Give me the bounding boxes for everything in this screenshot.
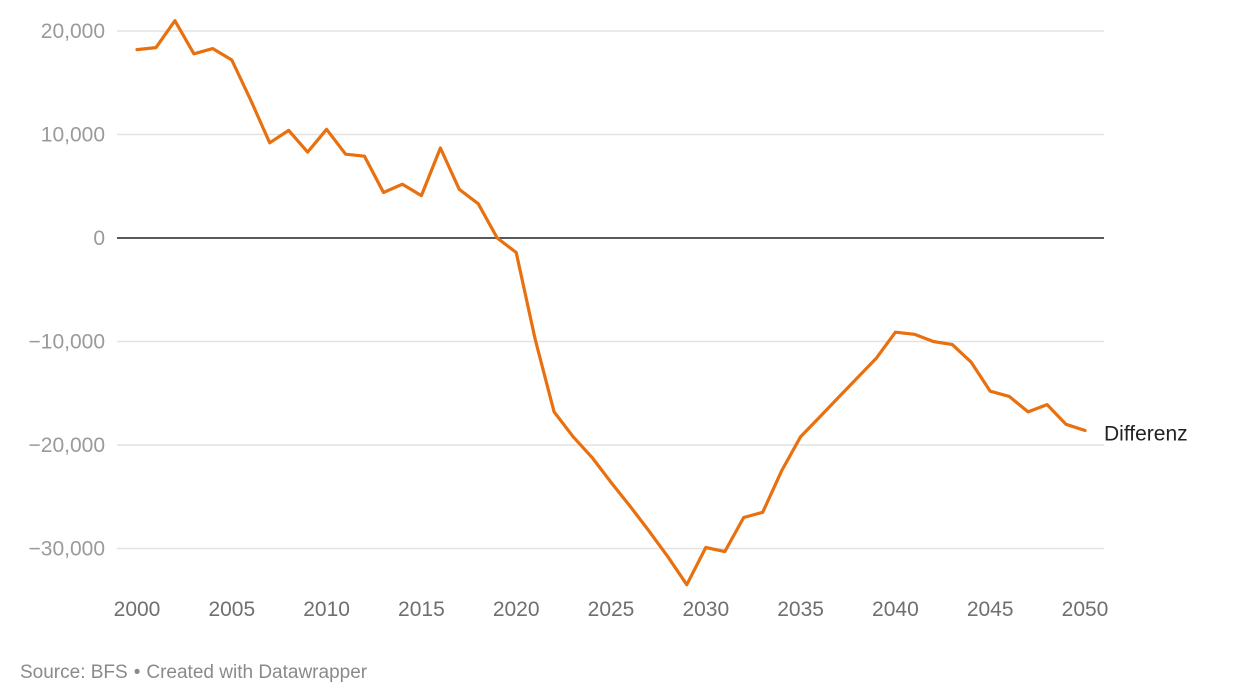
series-end-label: Differenz [1104, 423, 1188, 446]
source-note: Source: BFS [20, 662, 128, 683]
y-tick-label: −20,000 [29, 434, 106, 457]
y-tick-label: −10,000 [29, 331, 106, 354]
x-tick-label: 2000 [114, 598, 161, 621]
chart-footer: Source: BFS • Created with Datawrapper [20, 662, 367, 684]
x-tick-label: 2010 [303, 598, 350, 621]
x-tick-label: 2015 [398, 598, 445, 621]
series-lines [135, 19, 1087, 587]
x-tick-label: 2025 [588, 598, 635, 621]
footer-separator: • [133, 662, 141, 683]
y-tick-label: 0 [93, 227, 105, 250]
y-tick-label: −30,000 [29, 538, 106, 561]
x-axis-tick-labels: 2000 2005 2010 2015 2020 2025 2030 2035 2040 2045… [114, 598, 1109, 621]
y-tick-label: 20,000 [41, 20, 105, 43]
x-tick-label: 2035 [777, 598, 824, 621]
x-tick-label: 2030 [682, 598, 729, 621]
x-tick-label: 2040 [872, 598, 919, 621]
y-axis-tick-labels: 20,000 10,000 0 −10,000 −20,000 −30,000 [29, 20, 106, 561]
series-line-differenz [135, 19, 1087, 587]
x-tick-label: 2050 [1062, 598, 1109, 621]
gridlines [117, 30, 1104, 550]
y-tick-label: 10,000 [41, 124, 105, 147]
series-labels: Differenz [1104, 423, 1188, 446]
x-tick-label: 2020 [493, 598, 540, 621]
x-tick-label: 2045 [967, 598, 1014, 621]
x-tick-label: 2005 [208, 598, 255, 621]
credit-note: Created with Datawrapper [146, 662, 368, 683]
